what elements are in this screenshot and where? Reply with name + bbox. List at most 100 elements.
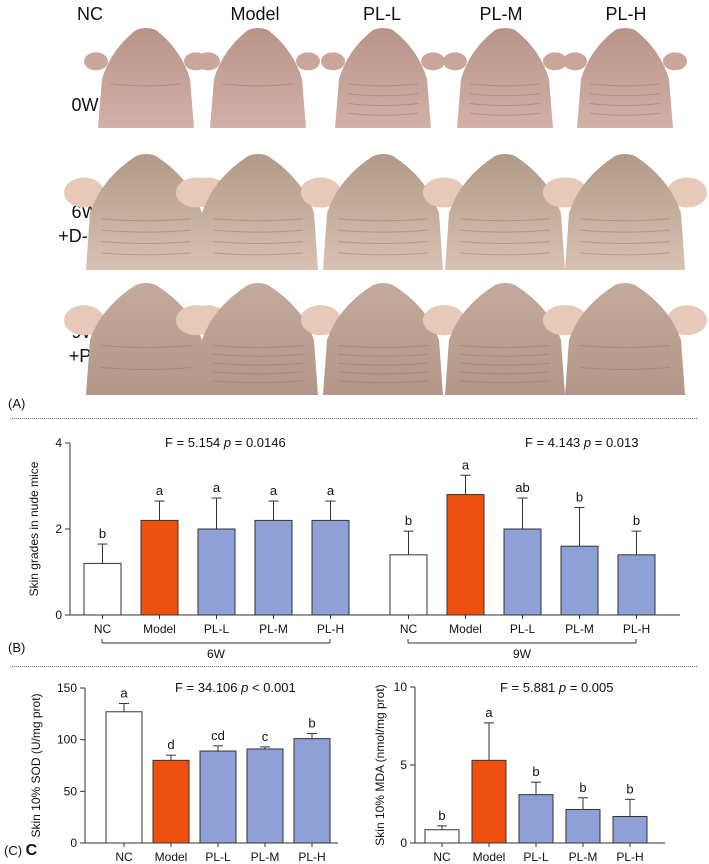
skin-wrinkle — [580, 367, 670, 370]
significance-letter: a — [213, 480, 221, 495]
mouse-body — [98, 28, 194, 128]
significance-letter: b — [438, 808, 445, 823]
skin-wrinkle — [338, 345, 428, 348]
mouse-body — [445, 283, 565, 395]
mouse-body — [335, 28, 431, 128]
x-tick-label: PL-H — [298, 850, 325, 864]
x-tick-label: NC — [94, 622, 112, 636]
skin-wrinkle — [589, 103, 661, 106]
significance-letter: a — [156, 483, 164, 498]
mouse-photo — [84, 28, 208, 128]
mouse-photo — [423, 154, 587, 270]
x-tick-label: PL-L — [510, 622, 536, 636]
significance-letter: d — [167, 737, 174, 752]
x-tick-label: PL-M — [259, 622, 288, 636]
x-tick-label: PL-M — [565, 622, 594, 636]
mouse-body — [86, 154, 206, 270]
skin-wrinkle — [460, 362, 550, 366]
significance-letter: b — [633, 513, 640, 528]
skin-wrinkle — [338, 218, 428, 222]
y-tick-label: 4 — [55, 436, 62, 450]
column-label-pl-m: PL-M — [479, 4, 523, 24]
y-tick-label: 50 — [64, 784, 78, 798]
mouse-ear — [667, 305, 707, 336]
divider-ab — [12, 418, 697, 419]
mouse-body — [210, 28, 306, 128]
significance-letter: cd — [211, 728, 225, 743]
skin-wrinkle — [460, 229, 550, 233]
skin-wrinkle — [580, 229, 670, 233]
mouse-photo — [196, 28, 320, 128]
x-tick-label: NC — [400, 622, 418, 636]
mouse-ear — [421, 52, 445, 71]
mouse-ear — [176, 177, 216, 208]
skin-wrinkle — [460, 380, 550, 384]
mouse-body — [86, 283, 206, 395]
skin-wrinkle — [460, 252, 550, 256]
y-axis-label: Skin 10% MDA (nmol/mg prot) — [373, 684, 387, 845]
skin-wrinkle — [213, 362, 303, 366]
skin-wrinkle — [460, 345, 550, 348]
significance-letter: a — [327, 483, 335, 498]
stat-f: F = 4.143 — [525, 435, 584, 450]
mouse-body — [457, 28, 553, 128]
bar-pl-h — [311, 519, 350, 616]
skin-wrinkle — [101, 345, 191, 348]
mouse-ear — [301, 305, 341, 336]
stat-value: = 0.005 — [566, 680, 613, 695]
mouse-photo — [321, 28, 445, 128]
skin-wrinkle — [338, 241, 428, 244]
stat-p: p — [240, 680, 248, 695]
significance-letter: ab — [515, 480, 529, 495]
mouse-ear — [423, 305, 463, 336]
divider-bc — [12, 666, 697, 667]
y-tick-label: 150 — [57, 681, 77, 695]
stat-annotation: F = 5.881 p = 0.005 — [500, 680, 614, 695]
mouse-photo — [423, 283, 587, 395]
mouse-ear — [196, 52, 220, 71]
mouse-photo-grid — [64, 28, 707, 395]
mouse-ear — [296, 52, 320, 71]
skin-wrinkle — [101, 229, 191, 233]
x-tick-label: Model — [473, 850, 506, 864]
x-tick-label: PL-H — [616, 850, 643, 864]
skin-wrinkle — [213, 353, 303, 357]
stat-value: = 0.0146 — [231, 435, 286, 450]
skin-wrinkle — [222, 83, 294, 87]
group-label: 9W — [513, 647, 532, 660]
mouse-photo — [301, 283, 465, 395]
bar-pl-h — [612, 815, 648, 844]
skin-wrinkle — [101, 367, 191, 370]
stat-f: F = 5.881 — [500, 680, 559, 695]
y-tick-label: 100 — [57, 733, 77, 747]
significance-letter: a — [485, 705, 493, 720]
mouse-photo — [443, 28, 567, 128]
mouse-ear — [64, 305, 104, 336]
stat-p: p — [583, 435, 591, 450]
panel-letter-c: C — [25, 842, 38, 859]
column-label-model: Model — [230, 4, 280, 24]
mouse-ear — [443, 52, 467, 71]
x-tick-label: PL-H — [317, 622, 344, 636]
skin-wrinkle — [213, 252, 303, 256]
mouse-ear — [64, 177, 104, 208]
bar-model — [471, 759, 507, 844]
significance-letter: b — [532, 764, 539, 779]
skin-wrinkle — [469, 93, 541, 97]
mouse-body — [323, 154, 443, 270]
skin-wrinkle — [338, 252, 428, 256]
x-tick-label: NC — [433, 850, 451, 864]
skin-wrinkle — [580, 345, 670, 348]
mouse-ear — [423, 177, 463, 208]
skin-wrinkle — [347, 83, 419, 87]
significance-letter: b — [99, 526, 106, 541]
y-tick-label: 10 — [394, 680, 408, 694]
mouse-ear — [543, 52, 567, 71]
mouse-body — [577, 28, 673, 128]
skin-wrinkle — [347, 93, 419, 97]
x-tick-label: NC — [115, 850, 133, 864]
x-tick-label: PL-H — [623, 622, 650, 636]
x-tick-label: Model — [449, 622, 482, 636]
bar-nc — [389, 554, 428, 616]
bar-model — [152, 759, 190, 844]
